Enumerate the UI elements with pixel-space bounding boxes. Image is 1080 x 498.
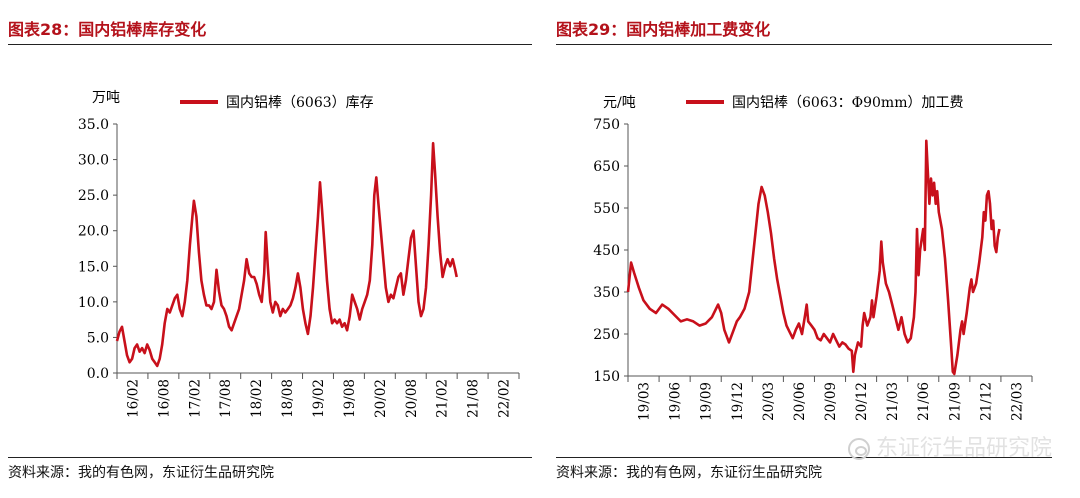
y-tick-label: 30.0: [78, 153, 109, 169]
y-axis-unit: 元/吨: [603, 95, 636, 111]
y-tick-label: 15.0: [78, 259, 109, 275]
x-tick-label: 21/12: [978, 382, 994, 421]
x-tick-label: 22/03: [1009, 382, 1025, 421]
y-tick-label: 35.0: [78, 117, 109, 133]
source-rule: [556, 457, 1052, 458]
x-tick-label: 21/09: [947, 382, 963, 421]
x-tick-label: 17/08: [218, 379, 234, 418]
inventory-chart: 万吨 国内铝棒（6063）库存 35.0 30.0 25.0 20.0 15.0 10.0 5.…: [78, 90, 520, 418]
y-tick-label: 450: [593, 243, 620, 259]
x-tick-label: 16/02: [125, 379, 141, 418]
right-panel: 图表29：国内铝棒加工费变化 元/吨 国内铝棒（6063：Φ90mm）加工费 750…: [548, 0, 1080, 498]
y-axis-unit: 万吨: [92, 90, 120, 106]
x-tick-label: 19/09: [699, 382, 715, 421]
y-tick-label: 20.0: [78, 224, 109, 240]
x-tick-label: 19/02: [311, 379, 327, 418]
y-tick-label: 150: [593, 369, 620, 385]
x-tick-label: 19/06: [668, 382, 684, 421]
y-tick-label: 5.0: [87, 330, 109, 346]
left-panel: 图表28：国内铝棒库存变化 万吨 国内铝棒（6063）库存 35.0 30.0 25.0…: [8, 20, 532, 481]
series-line: [626, 139, 1001, 376]
source-note: 资料来源：我的有色网，东证衍生品研究院: [8, 465, 274, 481]
x-tick-label: 17/02: [187, 379, 203, 418]
x-tick-label: 20/12: [854, 382, 870, 421]
y-tick-label: 550: [593, 201, 620, 217]
x-tick-label: 18/08: [280, 379, 296, 418]
x-tick-label: 19/03: [637, 382, 653, 421]
y-tick-label: 750: [593, 117, 620, 133]
x-tick-label: 19/08: [342, 379, 358, 418]
x-tick-label: 21/06: [916, 382, 932, 421]
series-line: [115, 141, 458, 368]
processing-fee-chart: 元/吨 国内铝棒（6063：Φ90mm）加工费 750 650 550 450 350 250…: [593, 95, 1033, 421]
x-tick-label: 22/02: [497, 379, 513, 418]
x-tick-label: 20/03: [761, 382, 777, 421]
figure-title: 图表28：国内铝棒库存变化: [8, 20, 207, 39]
y-tick-label: 350: [593, 285, 620, 301]
legend-label: 国内铝棒（6063）库存: [226, 95, 374, 111]
x-tick-label: 18/02: [249, 379, 265, 418]
y-tick-label: 250: [593, 327, 620, 343]
title-rule: [8, 44, 532, 45]
y-tick-label: 25.0: [78, 188, 109, 204]
x-tick-label: 20/02: [373, 379, 389, 418]
x-tick-label: 20/06: [792, 382, 808, 421]
figure-title: 图表29：国内铝棒加工费变化: [556, 20, 771, 39]
x-tick-label: 21/02: [435, 379, 451, 418]
source-note: 资料来源：我的有色网，东证衍生品研究院: [556, 465, 822, 481]
wechat-icon: [847, 438, 870, 460]
x-tick-label: 21/08: [466, 379, 482, 418]
x-tick-label: 20/08: [404, 379, 420, 418]
y-tick-label: 0.0: [87, 366, 109, 382]
legend-label: 国内铝棒（6063：Φ90mm）加工费: [732, 95, 963, 111]
x-tick-label: 16/08: [156, 379, 172, 418]
x-tick-label: 20/09: [823, 382, 839, 421]
y-tick-label: 10.0: [78, 295, 109, 311]
title-rule: [556, 44, 1052, 45]
y-tick-label: 650: [593, 159, 620, 175]
x-tick-label: 19/12: [730, 382, 746, 421]
x-tick-label: 21/03: [885, 382, 901, 421]
watermark: 东证衍生品研究院: [847, 430, 1052, 462]
source-rule: [8, 457, 532, 458]
watermark-text: 东证衍生品研究院: [875, 436, 1052, 461]
